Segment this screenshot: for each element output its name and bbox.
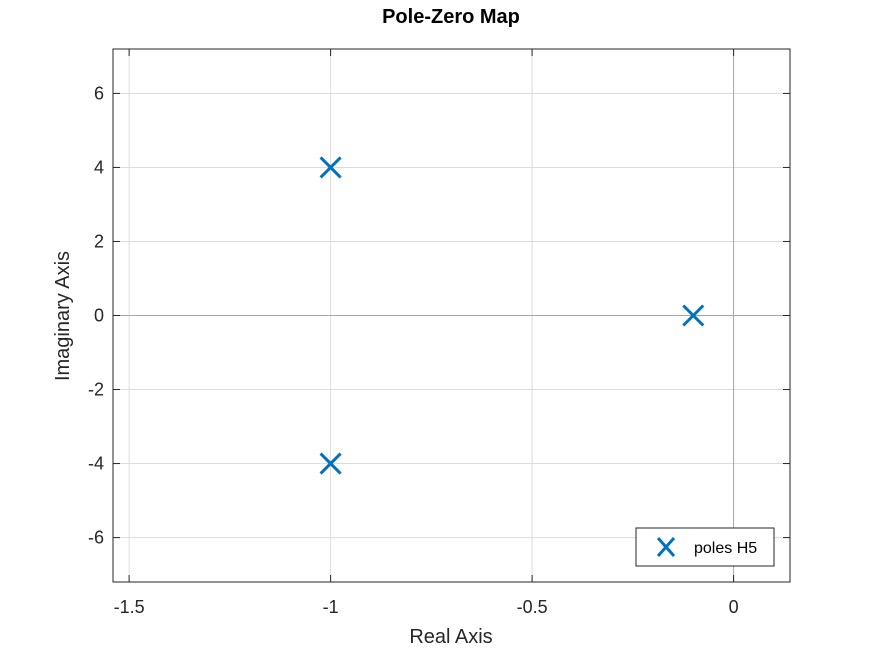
pole-marker-stroke bbox=[319, 452, 342, 475]
x-tick-label: 0 bbox=[729, 597, 739, 617]
legend[interactable]: poles H5 bbox=[635, 527, 775, 567]
x-tick-labels: -1.5 -1 -0.5 0 bbox=[114, 597, 739, 617]
pole-marker bbox=[319, 452, 342, 475]
pole-marker-stroke bbox=[682, 304, 705, 327]
x-tick-label: -1 bbox=[323, 597, 339, 617]
x-tick-label: -0.5 bbox=[517, 597, 548, 617]
pole-markers bbox=[319, 156, 705, 475]
y-tick-label: 0 bbox=[94, 306, 104, 326]
pole-marker-stroke bbox=[319, 156, 342, 179]
pole-marker bbox=[319, 156, 342, 179]
y-tick-label: -4 bbox=[88, 454, 104, 474]
zero-reference-lines bbox=[113, 49, 790, 582]
x-axis-label: Real Axis bbox=[409, 626, 492, 648]
ticks bbox=[113, 49, 790, 582]
x-tick-label: -1.5 bbox=[114, 597, 145, 617]
plot-frame bbox=[112, 48, 791, 583]
y-tick-label: 6 bbox=[94, 83, 104, 103]
legend-marker-icon bbox=[656, 537, 676, 557]
legend-label: poles H5 bbox=[694, 540, 757, 557]
legend-box bbox=[635, 527, 775, 567]
y-tick-label: -2 bbox=[88, 380, 104, 400]
y-tick-label: -6 bbox=[88, 528, 104, 548]
y-tick-labels: -6 -4 -2 0 2 4 6 bbox=[88, 83, 104, 547]
pole-marker bbox=[682, 304, 705, 327]
y-tick-label: 2 bbox=[94, 231, 104, 251]
chart-title: Pole-Zero Map bbox=[382, 6, 520, 28]
y-axis-label: Imaginary Axis bbox=[52, 251, 74, 381]
y-tick-label: 4 bbox=[94, 157, 104, 177]
